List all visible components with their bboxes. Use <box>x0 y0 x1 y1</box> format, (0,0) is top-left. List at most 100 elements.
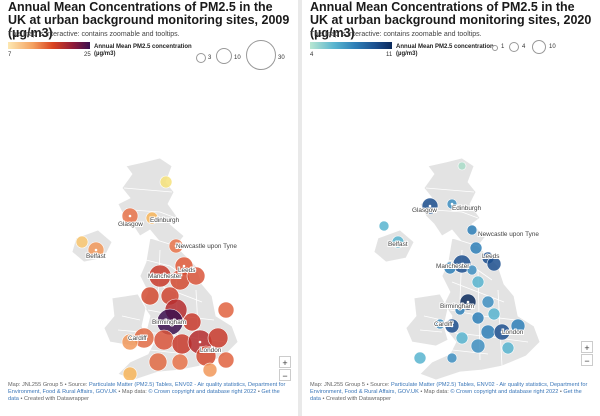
size-legend-title: Annual Mean PM2.5 concentration (µg/m3) <box>94 44 192 57</box>
site-bubble[interactable] <box>217 351 235 369</box>
map-panel-2009: Annual Mean Concentrations of PM2.5 in t… <box>0 0 298 416</box>
city-label-edinburgh: Edinburgh <box>150 217 180 224</box>
bubble-layer[interactable] <box>75 175 235 380</box>
size-legend-label-small: 1 <box>501 44 505 50</box>
zoom-out-button[interactable]: − <box>279 369 291 381</box>
site-bubble[interactable] <box>140 286 160 306</box>
site-bubble[interactable] <box>186 266 206 286</box>
size-legend-label-large: 30 <box>278 55 285 61</box>
city-marker-dot <box>94 248 98 252</box>
city-label-cardiff: Cardiff <box>434 321 453 328</box>
size-legend-circle-large <box>246 40 276 70</box>
city-marker-dot <box>168 320 172 324</box>
site-bubble[interactable] <box>471 311 485 325</box>
ramp-max-label: 25 <box>84 52 91 58</box>
map-subtitle: This map is interactive: contains zoomab… <box>8 31 180 38</box>
city-label-birmingham: Birmingham <box>152 319 186 326</box>
city-label-glasgow: Glasgow <box>412 207 437 214</box>
site-bubble[interactable] <box>481 295 495 309</box>
map-panel-2020: Annual Mean Concentrations of PM2.5 in t… <box>302 0 600 416</box>
site-bubble[interactable] <box>217 301 235 319</box>
site-bubble[interactable] <box>122 366 138 380</box>
wales-region <box>405 293 449 347</box>
city-label-birmingham: Birmingham <box>440 303 474 310</box>
footer-mid: • Map data: <box>116 389 149 395</box>
uk-map[interactable]: Edinburgh Glasgow Newcastle upon Tyne Be… <box>302 70 600 380</box>
city-label-leeds: Leeds <box>482 253 499 260</box>
footer-prefix: Map: JNL255 Group 5 • Source: <box>8 382 89 388</box>
size-legend-circle-large <box>532 40 546 54</box>
city-label-newcastle: Newcastle upon Tyne <box>176 243 237 250</box>
size-legend-circle-small <box>196 53 206 63</box>
footer-separator: • <box>256 389 262 395</box>
map-footer: Map: JNL255 Group 5 • Source: Particulat… <box>310 382 594 403</box>
city-label-manchester: Manchester <box>436 263 470 270</box>
city-label-london: London <box>200 347 222 354</box>
site-bubble[interactable] <box>391 235 405 249</box>
city-marker-dot <box>142 336 146 340</box>
city-marker-dot <box>450 324 454 328</box>
site-bubble[interactable] <box>454 304 466 316</box>
size-legend-label-large: 10 <box>549 44 556 50</box>
get-data-link[interactable]: Get the data <box>310 389 582 402</box>
city-label-glasgow: Glasgow <box>118 221 143 228</box>
site-bubble[interactable] <box>182 312 202 332</box>
city-label-cardiff: Cardiff <box>128 335 147 342</box>
site-bubble[interactable] <box>501 341 515 355</box>
city-marker-dot <box>428 204 432 208</box>
map-title: Annual Mean Concentrations of PM2.5 in t… <box>8 0 290 40</box>
site-bubble[interactable] <box>413 351 427 365</box>
get-data-link[interactable]: Get the data <box>8 389 280 402</box>
size-legend-circle-medium <box>509 42 519 52</box>
site-bubble[interactable] <box>480 324 496 340</box>
site-bubble[interactable] <box>443 261 457 275</box>
uk-map[interactable]: Edinburgh Glasgow Newcastle upon Tyne Be… <box>0 70 298 380</box>
zoom-in-button[interactable]: + <box>279 356 291 368</box>
site-bubble[interactable] <box>457 161 467 171</box>
site-bubble[interactable] <box>466 264 478 276</box>
size-legend-circle-small <box>492 45 498 51</box>
city-label-belfast: Belfast <box>388 241 408 248</box>
scotland-region <box>117 157 185 247</box>
bubble-layer[interactable] <box>378 161 526 365</box>
site-bubble[interactable] <box>121 333 139 351</box>
crown-copyright-link[interactable]: © Crown copyright and database right 202… <box>148 389 257 395</box>
zoom-out-button[interactable]: − <box>581 354 593 366</box>
zoom-in-button[interactable]: + <box>581 341 593 353</box>
footer-separator: • <box>558 389 564 395</box>
size-legend-label-medium: 4 <box>522 44 526 50</box>
footer-suffix: • Created with Datawrapper <box>320 396 391 402</box>
crown-copyright-link[interactable]: © Crown copyright and database right 202… <box>450 389 559 395</box>
site-bubble[interactable] <box>446 352 458 364</box>
city-marker-dot <box>158 274 162 278</box>
city-labels: Edinburgh Glasgow Newcastle upon Tyne Be… <box>387 204 540 337</box>
size-legend: 3 10 30 <box>196 40 296 76</box>
site-bubble[interactable] <box>466 224 478 236</box>
site-bubble[interactable] <box>148 352 168 372</box>
ramp-min-label: 7 <box>8 52 12 58</box>
size-legend-title: Annual Mean PM2.5 concentration (µg/m3) <box>396 44 494 57</box>
site-bubble[interactable] <box>487 307 501 321</box>
site-bubble[interactable] <box>455 331 469 345</box>
city-marker-dot <box>198 340 202 344</box>
site-bubble[interactable] <box>202 362 218 378</box>
footer-suffix: • Created with Datawrapper <box>18 396 89 402</box>
source-link[interactable]: Particulate Matter (PM2.5) Tables, ENV02… <box>8 382 286 395</box>
color-ramp-legend <box>310 42 392 49</box>
site-bubble[interactable] <box>471 275 485 289</box>
site-bubble[interactable] <box>207 327 229 349</box>
site-bubble[interactable] <box>378 220 390 232</box>
size-legend: 1 4 10 <box>492 40 592 60</box>
site-bubble[interactable] <box>159 175 173 189</box>
source-link[interactable]: Particulate Matter (PM2.5) Tables, ENV02… <box>310 382 588 395</box>
site-bubble[interactable] <box>469 241 483 255</box>
ramp-max-label: 11 <box>386 52 393 58</box>
site-bubble[interactable] <box>171 353 189 371</box>
city-label-newcastle: Newcastle upon Tyne <box>478 231 539 238</box>
site-bubble[interactable] <box>75 235 89 249</box>
site-bubble[interactable] <box>486 256 502 272</box>
site-bubble[interactable] <box>470 338 486 354</box>
site-bubble[interactable] <box>434 318 446 330</box>
site-bubble[interactable] <box>510 318 526 334</box>
site-bubble[interactable] <box>153 329 175 351</box>
